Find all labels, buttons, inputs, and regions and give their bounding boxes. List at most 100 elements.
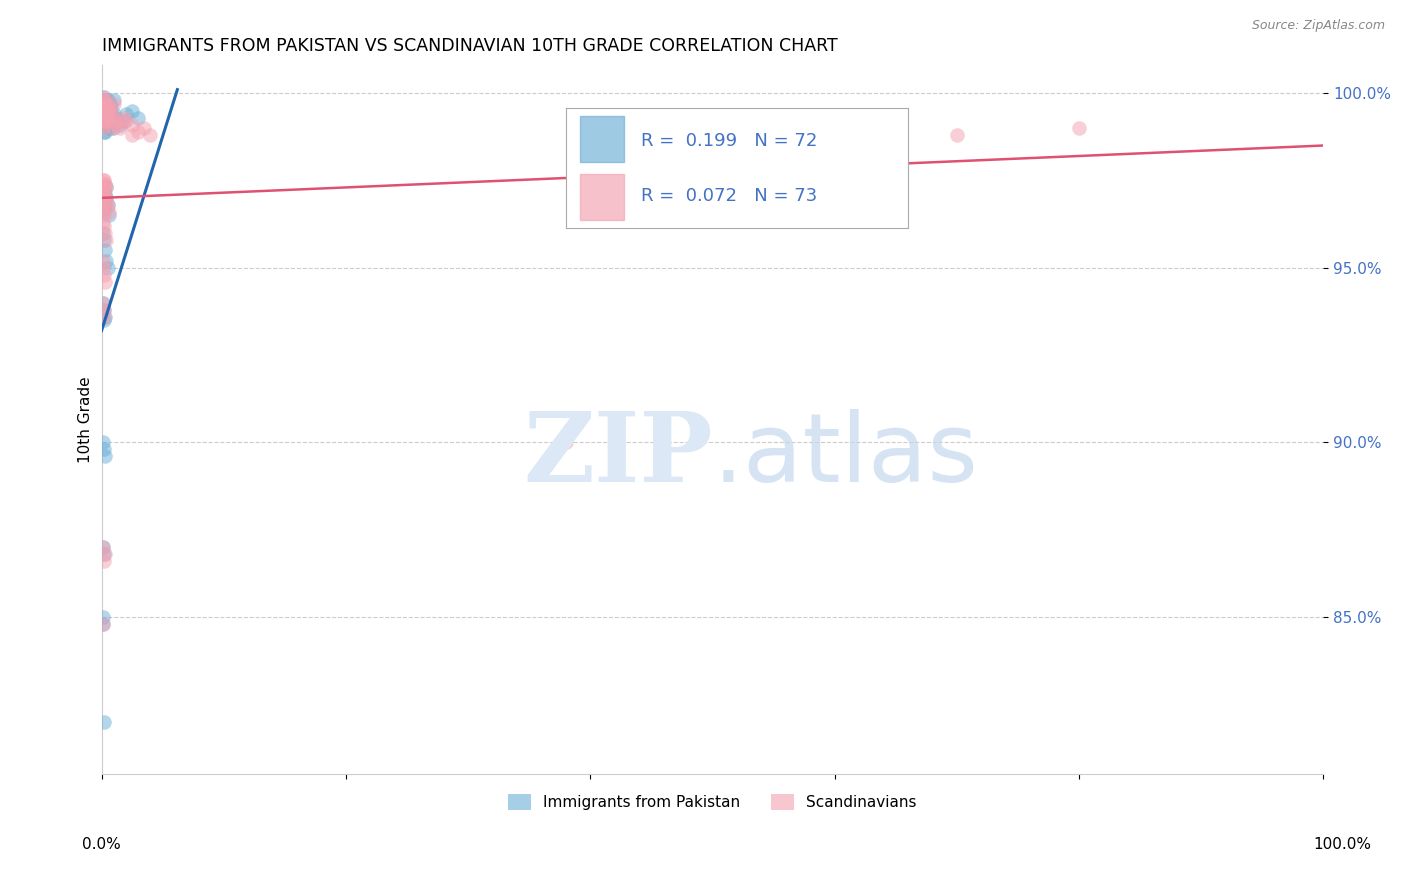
Point <box>97 198 120 212</box>
Point <box>91 118 114 132</box>
Point <box>101 121 124 136</box>
Point <box>98 107 121 121</box>
Point <box>101 121 124 136</box>
Point <box>94 275 117 289</box>
Point <box>94 93 117 107</box>
Point <box>100 114 122 128</box>
Point <box>94 93 117 107</box>
Point <box>93 313 115 327</box>
Point <box>121 118 143 132</box>
Point <box>93 118 115 132</box>
Point <box>93 205 115 219</box>
Point <box>97 121 120 136</box>
Point <box>94 198 117 212</box>
Point <box>93 96 115 111</box>
Point <box>103 96 125 111</box>
Point <box>93 302 115 317</box>
Point <box>94 177 117 191</box>
Legend: Immigrants from Pakistan, Scandinavians: Immigrants from Pakistan, Scandinavians <box>502 788 922 816</box>
Point <box>93 103 115 118</box>
Point <box>91 93 114 107</box>
Point <box>127 111 149 125</box>
Point <box>112 114 135 128</box>
Point <box>91 226 114 240</box>
Point <box>96 103 118 118</box>
Point <box>93 111 115 125</box>
Point <box>93 96 115 111</box>
Point <box>91 100 114 114</box>
Point <box>93 184 115 198</box>
Text: IMMIGRANTS FROM PAKISTAN VS SCANDINAVIAN 10TH GRADE CORRELATION CHART: IMMIGRANTS FROM PAKISTAN VS SCANDINAVIAN… <box>101 37 838 55</box>
Point <box>93 184 115 198</box>
Point <box>115 107 138 121</box>
Point <box>94 547 117 561</box>
Point <box>139 128 162 142</box>
Point <box>93 89 115 103</box>
Point <box>91 111 114 125</box>
Point <box>93 547 115 561</box>
Point <box>98 100 121 114</box>
Point <box>91 191 114 205</box>
Point <box>97 198 120 212</box>
Point <box>97 93 120 107</box>
Point <box>98 96 121 111</box>
Point <box>93 111 115 125</box>
Point <box>824 138 846 153</box>
Point <box>91 114 114 128</box>
Point <box>97 205 120 219</box>
Point <box>91 89 114 103</box>
Text: ZIP: ZIP <box>523 409 713 502</box>
Point <box>134 121 156 136</box>
Point <box>93 268 115 282</box>
Point <box>93 310 115 324</box>
Point <box>93 714 115 729</box>
Point <box>91 205 114 219</box>
Point <box>91 198 114 212</box>
Point <box>91 540 114 554</box>
Point <box>93 194 115 209</box>
Point <box>97 100 120 114</box>
Y-axis label: 10th Grade: 10th Grade <box>79 376 93 463</box>
Point <box>91 610 114 624</box>
Point <box>945 128 967 142</box>
Point <box>94 187 117 202</box>
Point <box>96 180 118 194</box>
Point <box>115 114 138 128</box>
Point <box>97 103 120 118</box>
Point <box>103 93 125 107</box>
Point <box>96 253 118 268</box>
Point <box>91 96 114 111</box>
Point <box>91 103 114 118</box>
Point <box>97 100 120 114</box>
Point <box>96 111 118 125</box>
Point <box>93 118 115 132</box>
Point <box>93 442 115 457</box>
Point <box>97 208 120 222</box>
Point <box>94 107 117 121</box>
Point <box>93 219 115 233</box>
Point <box>554 435 576 450</box>
Point <box>93 93 115 107</box>
Point <box>94 191 117 205</box>
Point <box>108 121 131 136</box>
Point <box>97 260 120 275</box>
Point <box>91 100 114 114</box>
Point <box>93 177 115 191</box>
Point <box>96 180 118 194</box>
Point <box>97 111 120 125</box>
Point <box>91 540 114 554</box>
Point <box>112 111 135 125</box>
Point <box>127 124 149 138</box>
Point <box>91 121 114 136</box>
Point <box>91 616 114 631</box>
Point <box>93 302 115 317</box>
Point <box>96 103 118 118</box>
Point <box>94 118 117 132</box>
Point <box>94 310 117 324</box>
Point <box>93 173 115 187</box>
Point <box>94 450 117 464</box>
Text: Source: ZipAtlas.com: Source: ZipAtlas.com <box>1251 19 1385 31</box>
Point <box>94 124 117 138</box>
Point <box>91 114 114 128</box>
Point <box>93 554 115 568</box>
